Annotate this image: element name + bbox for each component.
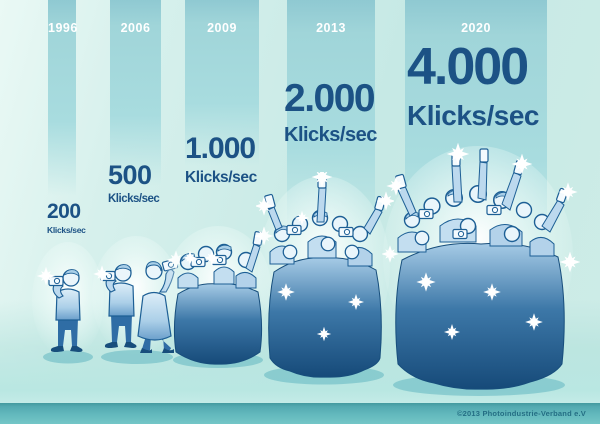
- column-bar: [110, 0, 161, 186]
- crowd-illustration-2020: [382, 142, 580, 396]
- value-number: 2.000: [284, 77, 376, 120]
- crowd-illustration-2013: [256, 172, 394, 385]
- photographer-figure: [100, 264, 137, 348]
- value-label-2020: 4.000 Klicks/sec: [407, 38, 540, 131]
- value-unit: Klicks/sec: [185, 169, 257, 186]
- photographer-figure: [48, 269, 83, 352]
- crowd-mass: [173, 283, 263, 365]
- photo-camera-icon: [418, 208, 434, 220]
- year-column-1996: 1996: [48, 0, 78, 196]
- value-label-1996: 200 Klicks/sec: [47, 201, 86, 235]
- value-number: 500: [108, 160, 152, 190]
- year-label: 2009: [207, 21, 237, 35]
- value-unit: Klicks/sec: [108, 193, 160, 205]
- crowd-illustration-2009: [165, 225, 274, 368]
- crowd-heads: [263, 174, 387, 267]
- year-label: 2013: [316, 21, 346, 35]
- year-label: 1996: [48, 21, 78, 35]
- value-number: 1.000: [185, 132, 256, 165]
- column-bar: [48, 0, 76, 196]
- value-number: 4.000: [407, 38, 529, 96]
- crowd-heads: [394, 148, 569, 257]
- crowd-heads: [177, 230, 264, 289]
- crowd-illustration-1996: [32, 242, 104, 364]
- photo-camera-icon: [452, 228, 468, 240]
- footer-band: [0, 403, 600, 424]
- photo-camera-icon: [338, 226, 354, 238]
- photo-camera-icon: [486, 204, 502, 216]
- camera-phone-icon: [479, 148, 489, 163]
- photo-camera-icon: [48, 275, 64, 287]
- value-label-2013: 2.000 Klicks/sec: [284, 79, 377, 145]
- column-bar: [185, 0, 259, 166]
- value-unit: Klicks/sec: [284, 124, 377, 146]
- copyright-text: ©2013 Photoindustrie-Verband e.V: [456, 409, 586, 418]
- value-number: 200: [47, 200, 81, 223]
- year-label: 2020: [461, 21, 491, 35]
- year-column-2009: 2009: [185, 0, 259, 166]
- floor-shadow: [101, 350, 173, 364]
- year-column-2006: 2006: [110, 0, 161, 186]
- crowd-mass: [268, 257, 382, 378]
- year-label: 2006: [120, 21, 151, 35]
- value-unit: Klicks/sec: [47, 225, 86, 235]
- value-label-2009: 1.000 Klicks/sec: [185, 134, 257, 186]
- value-unit: Klicks/sec: [407, 100, 540, 131]
- value-label-2006: 500 Klicks/sec: [108, 160, 160, 206]
- photo-camera-icon: [286, 224, 302, 236]
- floor-shadow: [43, 350, 93, 364]
- crowd-mass: [395, 242, 565, 390]
